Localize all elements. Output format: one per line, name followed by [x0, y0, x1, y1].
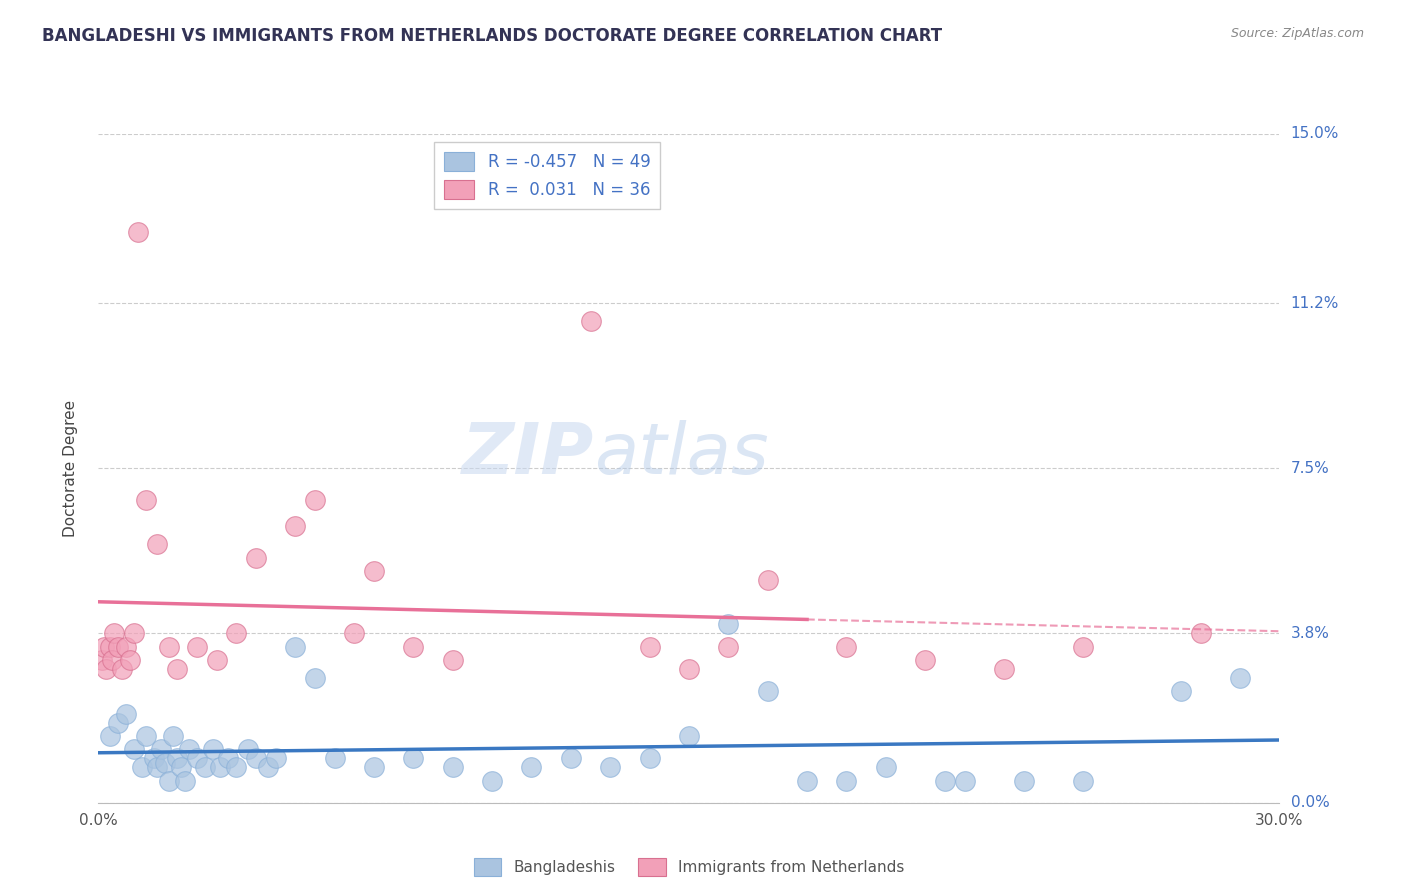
Point — [217, 751, 239, 765]
Point — [323, 751, 346, 765]
Point — [796, 773, 818, 788]
Point — [284, 640, 307, 654]
Point — [225, 626, 247, 640]
Point — [115, 640, 138, 654]
Point — [131, 760, 153, 774]
Point — [363, 564, 385, 578]
Point — [194, 760, 217, 774]
Point — [122, 742, 145, 756]
Point — [756, 573, 779, 587]
Point — [402, 640, 425, 654]
Point — [256, 760, 278, 774]
Point — [209, 760, 232, 774]
Point — [520, 760, 543, 774]
Text: atlas: atlas — [595, 420, 769, 490]
Point — [264, 751, 287, 765]
Point — [166, 662, 188, 676]
Point — [835, 640, 858, 654]
Text: BANGLADESHI VS IMMIGRANTS FROM NETHERLANDS DOCTORATE DEGREE CORRELATION CHART: BANGLADESHI VS IMMIGRANTS FROM NETHERLAN… — [42, 27, 942, 45]
Point — [914, 653, 936, 667]
Point — [93, 640, 115, 654]
Point — [146, 760, 169, 774]
Text: 3.8%: 3.8% — [1291, 626, 1330, 640]
Point — [441, 760, 464, 774]
Point — [150, 742, 173, 756]
Point — [236, 742, 259, 756]
Point — [1071, 640, 1094, 654]
Point — [363, 760, 385, 774]
Point — [111, 662, 134, 676]
Point — [481, 773, 503, 788]
Text: 11.2%: 11.2% — [1291, 296, 1339, 310]
Point — [284, 519, 307, 533]
Text: 15.0%: 15.0% — [1291, 127, 1339, 141]
Point — [122, 626, 145, 640]
Point — [1229, 671, 1251, 685]
Point — [146, 537, 169, 551]
Point — [579, 314, 602, 328]
Point — [170, 760, 193, 774]
Point — [115, 706, 138, 721]
Point — [678, 729, 700, 743]
Point — [245, 550, 267, 565]
Point — [177, 742, 200, 756]
Point — [135, 492, 157, 507]
Point — [1012, 773, 1035, 788]
Point — [225, 760, 247, 774]
Text: ZIP: ZIP — [463, 420, 595, 490]
Y-axis label: Doctorate Degree: Doctorate Degree — [63, 400, 77, 537]
Point — [118, 653, 141, 667]
Point — [934, 773, 956, 788]
Point — [245, 751, 267, 765]
Legend: Bangladeshis, Immigrants from Netherlands: Bangladeshis, Immigrants from Netherland… — [467, 852, 911, 882]
Point — [441, 653, 464, 667]
Point — [157, 640, 180, 654]
Point — [186, 640, 208, 654]
Text: Source: ZipAtlas.com: Source: ZipAtlas.com — [1230, 27, 1364, 40]
Point — [343, 626, 366, 640]
Point — [127, 225, 149, 239]
Text: 7.5%: 7.5% — [1291, 461, 1329, 475]
Point — [304, 671, 326, 685]
Point — [155, 756, 177, 770]
Point — [186, 751, 208, 765]
Point — [107, 640, 129, 654]
Point — [717, 617, 740, 632]
Point — [96, 662, 118, 676]
Text: 0.0%: 0.0% — [1291, 796, 1329, 810]
Point — [201, 742, 224, 756]
Point — [304, 492, 326, 507]
Point — [756, 684, 779, 698]
Point — [560, 751, 582, 765]
Point — [103, 626, 125, 640]
Point — [174, 773, 197, 788]
Point — [638, 640, 661, 654]
Point — [162, 729, 184, 743]
Point — [166, 751, 188, 765]
Point — [91, 653, 114, 667]
Point — [599, 760, 621, 774]
Point — [875, 760, 897, 774]
Point — [98, 729, 121, 743]
Point — [1071, 773, 1094, 788]
Point — [993, 662, 1015, 676]
Point — [835, 773, 858, 788]
Point — [953, 773, 976, 788]
Point — [205, 653, 228, 667]
Point — [638, 751, 661, 765]
Point — [157, 773, 180, 788]
Point — [402, 751, 425, 765]
Point — [107, 715, 129, 730]
Point — [135, 729, 157, 743]
Point — [142, 751, 165, 765]
Point — [678, 662, 700, 676]
Point — [1170, 684, 1192, 698]
Point — [717, 640, 740, 654]
Point — [101, 653, 124, 667]
Point — [98, 640, 121, 654]
Point — [1189, 626, 1212, 640]
